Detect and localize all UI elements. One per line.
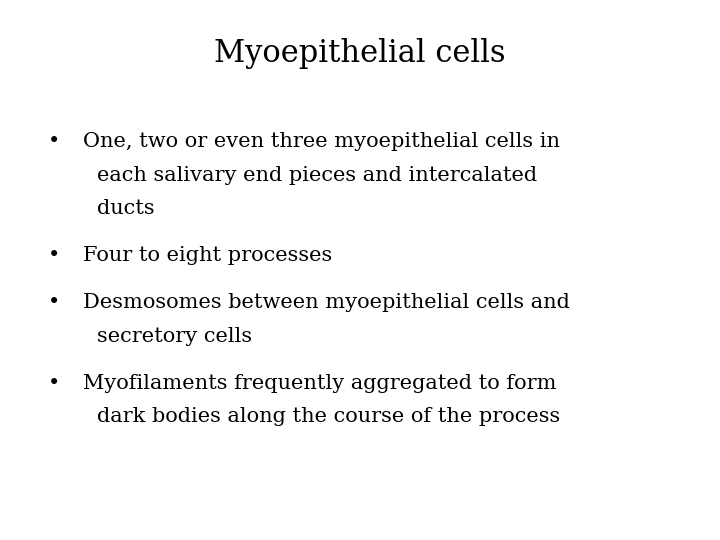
Text: •: •: [48, 293, 60, 312]
Text: secretory cells: secretory cells: [97, 327, 252, 346]
Text: Myoepithelial cells: Myoepithelial cells: [214, 38, 506, 69]
Text: Desmosomes between myoepithelial cells and: Desmosomes between myoepithelial cells a…: [83, 293, 570, 312]
Text: Myofilaments frequently aggregated to form: Myofilaments frequently aggregated to fo…: [83, 374, 557, 393]
Text: •: •: [48, 246, 60, 265]
Text: One, two or even three myoepithelial cells in: One, two or even three myoepithelial cel…: [83, 132, 560, 151]
Text: •: •: [48, 374, 60, 393]
Text: dark bodies along the course of the process: dark bodies along the course of the proc…: [97, 407, 560, 426]
Text: each salivary end pieces and intercalated: each salivary end pieces and intercalate…: [97, 166, 537, 185]
Text: •: •: [48, 132, 60, 151]
Text: ducts: ducts: [97, 199, 155, 218]
Text: Four to eight processes: Four to eight processes: [83, 246, 332, 265]
